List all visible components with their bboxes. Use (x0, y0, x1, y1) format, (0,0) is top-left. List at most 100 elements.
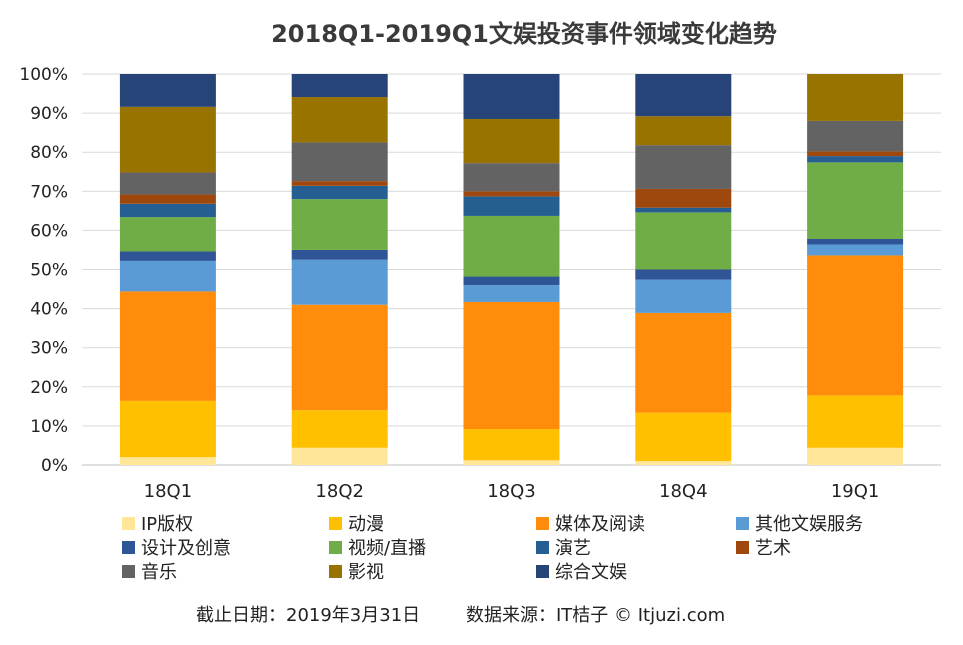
bar-segment (635, 279, 732, 313)
bar-segment (119, 457, 216, 465)
y-tick-label: 40% (30, 300, 68, 320)
legend-label: 影视 (348, 562, 384, 583)
bar-segment (291, 199, 388, 250)
legend-item: 演艺 (536, 538, 591, 559)
bar-stack (291, 74, 388, 465)
y-tick-label: 30% (30, 339, 68, 359)
legend-label: 艺术 (755, 538, 791, 559)
bar-segment (635, 412, 732, 462)
bar-segment (291, 447, 388, 465)
bar-segment (291, 74, 388, 98)
bar-segment (119, 203, 216, 218)
bar-segment (635, 312, 732, 413)
bar-stack (463, 74, 560, 465)
bar-segment (463, 460, 560, 465)
bar-segment (635, 269, 732, 280)
chart-title: 2018Q1-2019Q1文娱投资事件领域变化趋势 (271, 20, 777, 48)
legend-swatch (536, 541, 549, 554)
y-tick-label: 10% (30, 417, 68, 437)
legend-label: 其他文娱服务 (755, 514, 863, 535)
bars (119, 74, 904, 465)
legend-item: 视频/直播 (329, 538, 426, 559)
bar-segment (463, 118, 560, 164)
legend-swatch (329, 517, 342, 530)
bar-segment (463, 276, 560, 286)
legend-label: 演艺 (555, 538, 591, 559)
bar-segment (119, 291, 216, 401)
bar-segment (807, 447, 904, 465)
legend-swatch (122, 517, 135, 530)
legend-swatch (536, 565, 549, 578)
y-axis: 0% 10% 20% 30% 40% 50% 60% 70% 80% 90% 100% (19, 65, 68, 476)
legend-swatch (329, 565, 342, 578)
bar-segment (463, 285, 560, 302)
bar-segment (807, 244, 904, 256)
x-tick-label: 18Q4 (659, 481, 708, 502)
footer-date: 截止日期：2019年3月31日 (196, 605, 420, 626)
bar-segment (463, 191, 560, 197)
x-tick-label: 18Q2 (315, 481, 364, 502)
bar-segment (807, 156, 904, 163)
bar-segment (291, 304, 388, 411)
bar-segment (291, 181, 388, 186)
bar-segment (635, 145, 732, 189)
legend-label: 视频/直播 (348, 538, 426, 559)
bar-segment (807, 120, 904, 152)
bar-segment (807, 151, 904, 157)
legend-item: IP版权 (122, 514, 193, 535)
legend-swatch (122, 541, 135, 554)
bar-segment (119, 194, 216, 204)
legend-swatch (122, 565, 135, 578)
bar-segment (807, 255, 904, 396)
bar-segment (635, 116, 732, 146)
y-tick-label: 80% (30, 143, 68, 163)
footer-source: 数据来源：IT桔子 © Itjuzi.com (466, 605, 725, 626)
legend-swatch (536, 517, 549, 530)
bar-segment (291, 142, 388, 182)
bar-segment (635, 207, 732, 213)
legend-swatch (329, 541, 342, 554)
legend-label: IP版权 (141, 514, 193, 535)
legend-item: 动漫 (329, 514, 384, 535)
x-tick-label: 18Q1 (144, 481, 193, 502)
bar-segment (807, 239, 904, 245)
bar-segment (291, 410, 388, 448)
legend-swatch (736, 517, 749, 530)
legend-item: 媒体及阅读 (536, 514, 645, 535)
bar-segment (291, 259, 388, 305)
bar-segment (463, 163, 560, 192)
bar-segment (807, 395, 904, 448)
bar-stack (635, 74, 732, 465)
bar-segment (463, 74, 560, 119)
y-tick-label: 50% (30, 261, 68, 281)
y-tick-label: 0% (41, 456, 68, 476)
bar-segment (291, 249, 388, 260)
bar-stack (807, 74, 904, 465)
y-tick-label: 100% (19, 65, 68, 85)
legend-item: 影视 (329, 562, 384, 583)
legend-label: 综合文娱 (555, 562, 627, 583)
legend-label: 设计及创意 (141, 538, 231, 559)
bar-segment (463, 429, 560, 461)
legend-swatch (736, 541, 749, 554)
bar-segment (119, 74, 216, 107)
bar-segment (807, 74, 904, 121)
bar-segment (291, 97, 388, 143)
legend-item: 音乐 (122, 562, 177, 583)
y-tick-label: 20% (30, 378, 68, 398)
legend-label: 音乐 (141, 562, 177, 583)
bar-segment (807, 162, 904, 240)
bar-segment (119, 260, 216, 292)
x-tick-label: 19Q1 (831, 481, 880, 502)
x-tick-label: 18Q3 (487, 481, 536, 502)
bar-segment (119, 106, 216, 173)
legend-item: 其他文娱服务 (736, 514, 863, 535)
legend-item: 设计及创意 (122, 538, 231, 559)
bar-segment (119, 172, 216, 195)
y-tick-label: 60% (30, 221, 68, 241)
bar-segment (291, 185, 388, 200)
legend-item: 综合文娱 (536, 562, 627, 583)
legend-label: 媒体及阅读 (555, 514, 645, 535)
